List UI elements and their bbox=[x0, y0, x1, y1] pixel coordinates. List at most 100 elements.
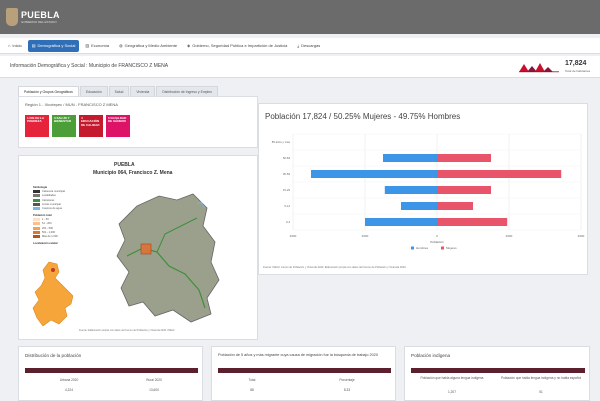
card-title: Población indígena bbox=[411, 353, 451, 358]
municipality-marker-icon bbox=[51, 268, 55, 272]
population-chart-panel: Población 17,824 / 50.25% Mujeres - 49.7… bbox=[258, 103, 588, 275]
x-tick-label: 0 bbox=[436, 234, 438, 238]
map-caption: Fuente: Elaboración propia con datos del… bbox=[79, 329, 175, 332]
bar-mujeres bbox=[437, 170, 562, 178]
tab-ingreso-empleo[interactable]: Distribución de Ingreso y Empleo bbox=[156, 86, 219, 96]
legend-item: 1 - 50 bbox=[33, 217, 67, 222]
x-tick-label: 4000 bbox=[290, 234, 297, 238]
ods-badge-1[interactable]: 1 FIN DE LA POBREZA bbox=[25, 115, 49, 137]
ods-badge-5[interactable]: 5 IGUALDAD DE GÉNERO bbox=[106, 115, 130, 137]
shield-icon: ◈ bbox=[187, 43, 191, 48]
tab-poblacion[interactable]: Población y Grupos Geográficos bbox=[18, 86, 79, 96]
table-header: Población que habla lengua indígena y no… bbox=[500, 376, 582, 380]
legend-item-label: Más de 1,000 bbox=[42, 235, 58, 239]
nav-item-demografica[interactable]: ▤ Demográfica y Social bbox=[27, 39, 80, 52]
region-label: Región 1 - Xicotepec / MUN - FRANCISCO Z… bbox=[25, 102, 118, 107]
tab-salud[interactable]: Salud bbox=[108, 86, 130, 96]
legend-item: Más de 1,000 bbox=[33, 235, 67, 239]
nav-item-inicio[interactable]: ⌂ Inicio bbox=[4, 40, 26, 52]
bar-mujeres bbox=[437, 218, 508, 226]
legend-item: 51 - 200 bbox=[33, 222, 67, 226]
tab-vivienda[interactable]: Vivienda bbox=[130, 86, 156, 96]
nav-item-label: Economía bbox=[91, 43, 110, 48]
bar-hombres bbox=[365, 218, 437, 226]
municipality-seat bbox=[140, 243, 152, 255]
legend-item: Límite municipal bbox=[33, 203, 67, 207]
state-inset-map bbox=[32, 261, 74, 327]
legend-swatch-hombres bbox=[411, 246, 414, 250]
legend-item-label: Cabecera municipal bbox=[42, 190, 65, 194]
logo-sub-text: GOBIERNO DEL ESTADO bbox=[21, 19, 57, 24]
page-title: Información Demográfica y Social : Munic… bbox=[10, 63, 169, 69]
nav-item-gobierno[interactable]: ◈ Gobierno, Seguridad Pública e Impartic… bbox=[183, 40, 291, 52]
legend2-title: Población total bbox=[33, 213, 52, 217]
legend-item: Localidades bbox=[33, 194, 67, 198]
home-icon: ⌂ bbox=[8, 43, 11, 48]
legend-item-label: Localidades bbox=[42, 194, 56, 198]
card-title: Población de 5 años y más migrante cuya … bbox=[218, 353, 378, 357]
legend-item: 201 - 500 bbox=[33, 226, 67, 231]
legend-item-label: 201 - 500 bbox=[42, 226, 53, 230]
legend-swatch bbox=[33, 203, 40, 207]
table-header: Total bbox=[248, 378, 256, 382]
legend-item-label: 501 - 1,000 bbox=[42, 231, 56, 235]
table-header: Población que habla alguna lengua indíge… bbox=[420, 376, 484, 380]
table-header: Porcentaje bbox=[339, 378, 355, 382]
migration-card: Población de 5 años y más migrante cuya … bbox=[211, 346, 396, 401]
x-axis-label: Población bbox=[430, 240, 444, 244]
ods-badges: 1 FIN DE LA POBREZA 3 SALUD Y BIENESTAR … bbox=[25, 115, 130, 137]
globe-icon: ◍ bbox=[119, 43, 123, 48]
table-cell: 88 bbox=[250, 388, 254, 392]
legend-item-label: Carreteras bbox=[42, 198, 55, 202]
ods-badge-3[interactable]: 3 SALUD Y BIENESTAR bbox=[52, 115, 76, 137]
map-panel: PUEBLA Municipio 064, Francisco Z. Mena … bbox=[18, 155, 258, 340]
chart-source: Fuente: INEGI. Censo de Población y Vivi… bbox=[263, 266, 407, 269]
distribution-card: Distribución de la población Urbana 2020… bbox=[18, 346, 203, 401]
legend-swatch bbox=[33, 235, 40, 239]
legend-item-label: Límite municipal bbox=[42, 203, 61, 207]
bar-hombres bbox=[401, 202, 437, 210]
y-tick-label: 0-4 bbox=[286, 220, 290, 224]
nav-item-economia[interactable]: ▥ Economía bbox=[81, 40, 113, 52]
legend-title: Simbología bbox=[33, 186, 47, 189]
chart-title: Población 17,824 / 50.25% Mujeres - 49.7… bbox=[265, 112, 461, 121]
x-tick-label: 2000 bbox=[362, 234, 369, 238]
tab-educacion[interactable]: Educación bbox=[79, 86, 108, 96]
table-header: Urbana 2020 bbox=[59, 378, 79, 382]
card-title: Distribución de la población bbox=[25, 353, 82, 358]
nav-item-geografica[interactable]: ◍ Geográfica y Medio Ambiente bbox=[115, 40, 181, 52]
table-cell: 1,207 bbox=[448, 390, 456, 394]
nav-item-label: Geográfica y Medio Ambiente bbox=[124, 43, 178, 48]
brand-mark-icon bbox=[519, 63, 559, 73]
nav-item-label: Descargas bbox=[301, 43, 321, 48]
legend-label-hombres: Hombres bbox=[416, 246, 429, 250]
legend-swatch bbox=[33, 217, 40, 221]
card-bar bbox=[25, 368, 198, 373]
population-label: Total de habitantes bbox=[565, 69, 591, 73]
puebla-logo[interactable]: PUEBLA GOBIERNO DEL ESTADO bbox=[6, 4, 61, 30]
y-tick-label: 15-29 bbox=[283, 188, 291, 192]
legend-item: Cuerpos de agua bbox=[33, 207, 67, 211]
legend-item-label: 1 - 50 bbox=[42, 218, 49, 222]
nav-item-label: Gobierno, Seguridad Pública e Impartició… bbox=[192, 43, 288, 48]
legend-item-label: 51 - 200 bbox=[42, 222, 52, 226]
legend-swatch bbox=[33, 222, 40, 226]
x-tick-label: 2000 bbox=[506, 234, 513, 238]
card-bar bbox=[218, 368, 391, 373]
table-cell: 8.33 bbox=[343, 388, 351, 392]
card-bar bbox=[411, 368, 585, 373]
table-cell: 4,224 bbox=[65, 388, 73, 392]
chart-icon: ▥ bbox=[85, 43, 90, 48]
bar-hombres bbox=[384, 186, 437, 194]
map-title: Municipio 064, Francisco Z. Mena bbox=[93, 170, 173, 176]
population-pyramid-chart: 4000 2000 0 2000 4000 85 años y más 60-84 30-59… bbox=[272, 133, 585, 250]
main-nav: ⌂ Inicio ▤ Demográfica y Social ▥ Econom… bbox=[0, 38, 600, 54]
map-legend: Simbología Cabecera municipal Localidade… bbox=[33, 186, 67, 246]
page-header: Información Demográfica y Social : Munic… bbox=[0, 56, 600, 78]
legend-swatch bbox=[33, 230, 40, 234]
population-total: 17,824 bbox=[565, 60, 587, 67]
legend-item-label: Cuerpos de agua bbox=[42, 207, 62, 211]
legend-label-mujeres: Mujeres bbox=[446, 246, 457, 250]
ods-badge-4[interactable]: 4 EDUCACIÓN DE CALIDAD bbox=[79, 115, 103, 137]
nav-item-descargas[interactable]: ⤓ Descargas bbox=[293, 40, 324, 52]
